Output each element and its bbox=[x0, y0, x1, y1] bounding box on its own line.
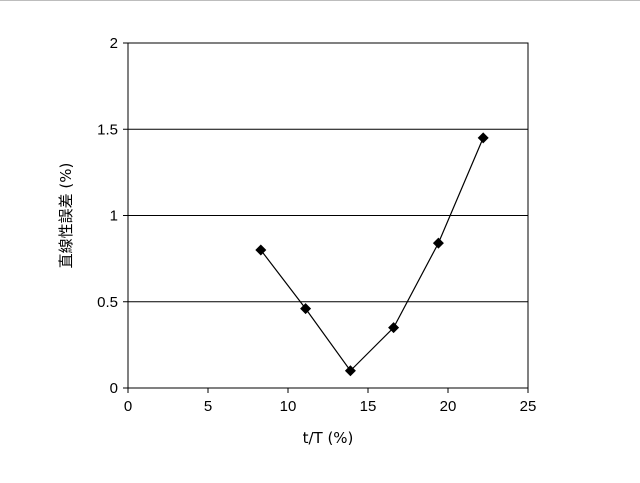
x-tick-label-25: 25 bbox=[520, 398, 537, 415]
data-point-1 bbox=[255, 245, 266, 256]
x-axis-ticks: 0 5 10 15 20 25 bbox=[124, 388, 537, 415]
x-tick-label-5: 5 bbox=[204, 398, 212, 415]
data-markers bbox=[255, 132, 488, 376]
data-point-2 bbox=[300, 303, 311, 314]
y-axis-title: 直線性誤差 (%) bbox=[57, 163, 75, 269]
data-point-6 bbox=[478, 132, 489, 143]
y-axis-ticks: 0 0.5 1 1.5 2 bbox=[97, 35, 128, 397]
x-tick-label-20: 20 bbox=[440, 398, 457, 415]
y-tick-label-0.5: 0.5 bbox=[97, 294, 118, 311]
y-tick-label-1: 1 bbox=[110, 208, 118, 225]
y-tick-label-1.5: 1.5 bbox=[97, 121, 118, 138]
x-tick-label-15: 15 bbox=[360, 398, 377, 415]
x-tick-label-0: 0 bbox=[124, 398, 132, 415]
series-line bbox=[261, 138, 483, 371]
x-axis-title: t/T (%) bbox=[303, 429, 354, 447]
data-point-5 bbox=[433, 238, 444, 249]
x-tick-label-10: 10 bbox=[280, 398, 297, 415]
y-tick-label-0: 0 bbox=[110, 380, 118, 397]
y-tick-label-2: 2 bbox=[110, 35, 118, 52]
grid-lines bbox=[128, 129, 528, 302]
